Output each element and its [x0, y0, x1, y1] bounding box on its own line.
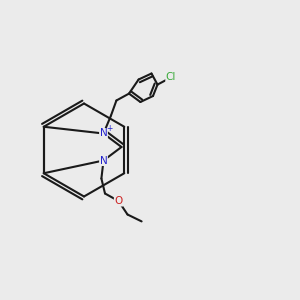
- Text: O: O: [114, 196, 123, 206]
- Text: +: +: [106, 124, 112, 133]
- Text: N: N: [100, 155, 107, 166]
- Text: Cl: Cl: [166, 72, 176, 82]
- Text: N: N: [100, 128, 107, 139]
